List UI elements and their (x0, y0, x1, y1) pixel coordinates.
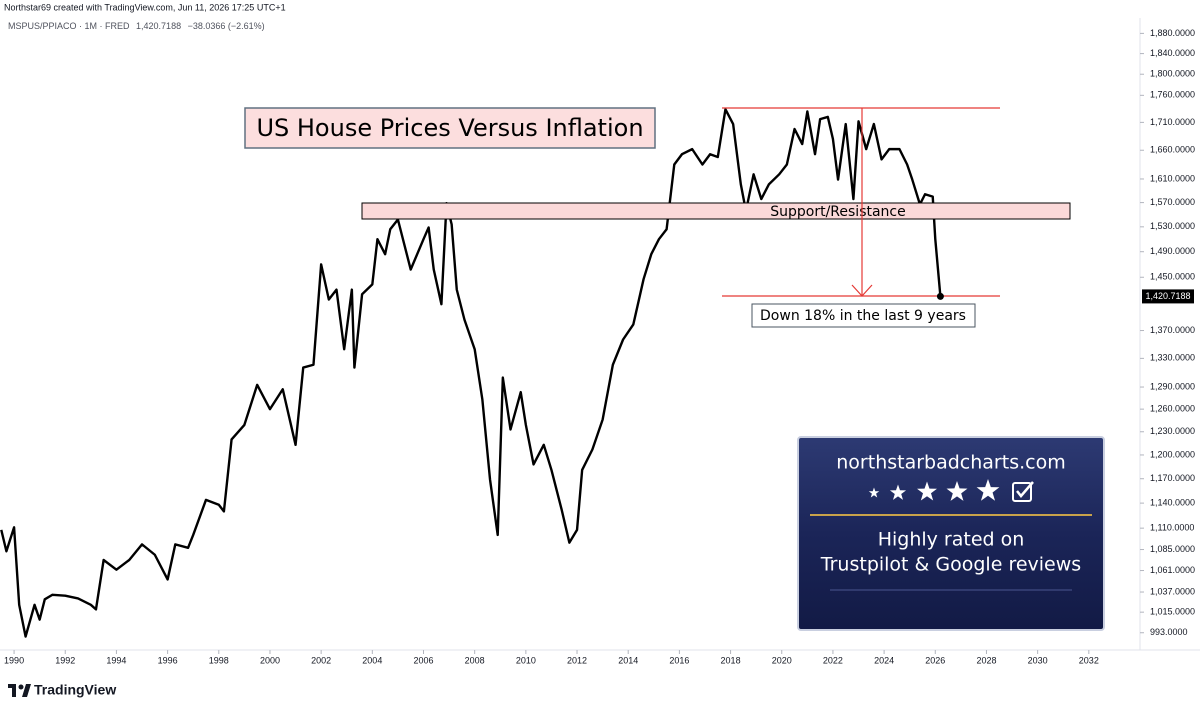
y-tick-label: 1,840.0000 (1150, 48, 1195, 58)
title-box (244, 107, 656, 149)
promo-box (797, 436, 1105, 631)
y-tick-label: 1,110.0000 (1150, 523, 1194, 533)
x-tick-label: 2004 (362, 655, 382, 665)
support-band (361, 202, 1071, 220)
x-tick-label: 1992 (55, 655, 75, 665)
y-tick-label: 1,290.0000 (1150, 381, 1195, 391)
logo-part (12, 688, 16, 697)
support-label: Support/Resistance (770, 204, 906, 220)
symbol-info: MSPUS/PPIACO · 1M · FRED 1,420.7188 −38.… (8, 21, 265, 31)
x-tick-label: 1994 (106, 655, 126, 665)
y-tick-label: 1,530.0000 (1150, 221, 1195, 231)
y-tick-label: 1,230.0000 (1150, 426, 1195, 436)
y-tick-label: 1,015.0000 (1150, 607, 1195, 617)
x-tick-label: 2016 (669, 655, 689, 665)
change: −38.0366 (−2.61%) (188, 21, 265, 31)
x-tick-label: 2006 (413, 655, 433, 665)
promo-line2: Trustpilot & Google reviews (820, 554, 1081, 576)
x-tick-label: 2032 (1079, 655, 1099, 665)
x-tick-label: 2014 (618, 655, 638, 665)
promo-line1: Highly rated on (878, 529, 1025, 551)
y-tick-label: 1,140.0000 (1150, 497, 1195, 507)
y-tick-label: 1,570.0000 (1150, 197, 1195, 207)
star (868, 487, 880, 498)
y-tick-label: 993.0000 (1150, 627, 1188, 637)
y-tick-label: 1,760.0000 (1150, 90, 1195, 100)
y-tick-label: 1,200.0000 (1150, 449, 1195, 459)
x-tick-label: 1996 (158, 655, 178, 665)
y-tick-label: 1,037.0000 (1150, 586, 1195, 596)
x-tick-label: 2026 (925, 655, 945, 665)
star-rating (868, 479, 1000, 501)
y-tick-label: 1,490.0000 (1150, 246, 1195, 256)
x-tick-label: 2010 (516, 655, 536, 665)
star (976, 479, 1000, 501)
promo-site: northstarbadcharts.com (836, 452, 1065, 474)
last-price-label: 1,420.7188 (1145, 291, 1190, 301)
y-tick-label: 1,800.0000 (1150, 69, 1195, 79)
drop-label-box (751, 303, 976, 328)
logo-part (18, 684, 24, 690)
star (889, 484, 907, 500)
tradingview-logo (8, 684, 31, 697)
y-tick-label: 1,085.0000 (1150, 544, 1195, 554)
last-price-badge (1142, 289, 1194, 304)
check-box (1012, 482, 1032, 502)
credit: Northstar69 created with TradingView.com… (4, 2, 286, 12)
logo-part (22, 684, 31, 697)
star (946, 481, 968, 501)
x-tick-label: 2002 (311, 655, 331, 665)
price-line (0, 108, 942, 638)
x-tick-label: 2022 (823, 655, 843, 665)
footer-brand: TradingView (34, 682, 116, 698)
last-price: 1,420.7188 (136, 21, 181, 31)
y-tick-label: 1,880.0000 (1150, 28, 1195, 38)
star (917, 481, 937, 501)
last-point (936, 292, 944, 300)
y-tick-label: 1,260.0000 (1150, 404, 1195, 414)
y-tick-label: 1,330.0000 (1150, 353, 1195, 363)
x-tick-label: 2020 (772, 655, 792, 665)
x-tick-label: 2030 (1028, 655, 1048, 665)
arrow-head (851, 284, 873, 297)
chart-title: US House Prices Versus Inflation (256, 114, 643, 142)
x-tick-label: 2018 (721, 655, 741, 665)
x-tick-label: 2024 (874, 655, 894, 665)
y-tick-label: 1,061.0000 (1150, 565, 1195, 575)
logo-part (8, 684, 16, 688)
x-tick-label: 1998 (209, 655, 229, 665)
check-mark (1016, 481, 1034, 498)
drop-label: Down 18% in the last 9 years (760, 308, 966, 324)
y-tick-label: 1,450.0000 (1150, 272, 1195, 282)
symbol: MSPUS/PPIACO · 1M · FRED (8, 21, 130, 31)
x-tick-label: 2028 (976, 655, 996, 665)
x-tick-label: 2000 (260, 655, 280, 665)
y-tick-label: 1,710.0000 (1150, 117, 1195, 127)
x-tick-label: 2012 (567, 655, 587, 665)
y-tick-label: 1,610.0000 (1150, 173, 1195, 183)
y-tick-label: 1,370.0000 (1150, 325, 1195, 335)
x-tick-label: 1990 (4, 655, 24, 665)
y-tick-label: 1,170.0000 (1150, 473, 1195, 483)
x-tick-label: 2008 (465, 655, 485, 665)
y-tick-label: 1,660.0000 (1150, 145, 1195, 155)
